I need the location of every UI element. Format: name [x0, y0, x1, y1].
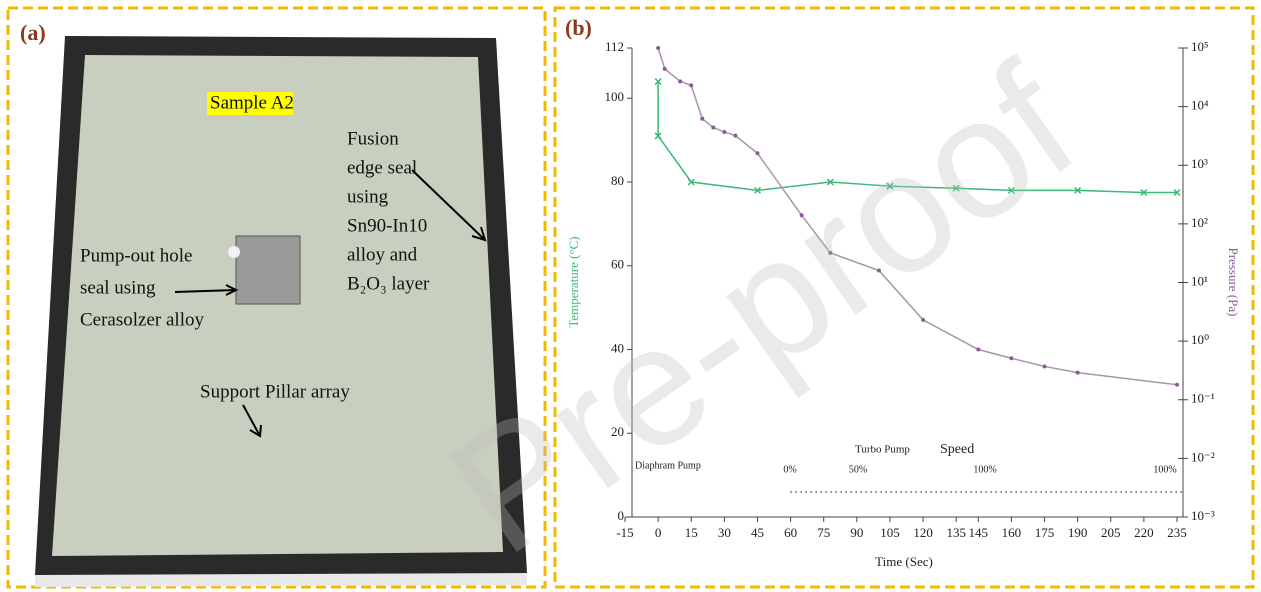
x-tick-label: 90	[850, 525, 863, 540]
y-tick-label: 112	[605, 39, 624, 54]
figure: (a) Sample A2 Fusion edge seal using Sn90-I…	[0, 0, 1261, 592]
y2-tick-label: 10⁰	[1191, 332, 1209, 347]
point	[700, 117, 704, 121]
x-tick-label: 105	[880, 525, 900, 540]
point	[711, 126, 715, 130]
point	[755, 151, 759, 155]
y2-tick-label: 10²	[1191, 215, 1208, 230]
note-line: edge seal	[347, 157, 417, 178]
note-line: Pump-out hole	[80, 245, 192, 266]
point	[921, 318, 925, 322]
y2-tick-label: 10⁴	[1191, 98, 1209, 113]
x-tick-label: -15	[616, 525, 633, 540]
point	[663, 67, 667, 71]
x-tick-label: 175	[1035, 525, 1055, 540]
photo-glass	[52, 55, 503, 556]
x-tick-label: 145	[969, 525, 989, 540]
note-line: Sn90-In10	[347, 215, 427, 236]
note-line: seal using	[80, 277, 156, 298]
sample-label: Sample A2	[210, 92, 294, 113]
y2-tick-label: 10⁻³	[1191, 508, 1215, 523]
x-tick-label: 120	[913, 525, 933, 540]
x-tick-label: 0	[655, 525, 662, 540]
point	[678, 79, 682, 83]
note-line: alloy and	[347, 244, 418, 265]
watermark: Pre-proof	[418, 28, 1108, 591]
point	[1009, 356, 1013, 360]
speed-label: 100%	[1153, 464, 1176, 475]
point	[656, 46, 660, 50]
y2-tick-label: 10⁵	[1191, 39, 1209, 54]
y-tick-label: 80	[611, 173, 624, 188]
pillar-note: Support Pillar array	[200, 381, 350, 402]
point	[733, 134, 737, 138]
y-axis-title: Temperature (°C)	[566, 236, 581, 327]
x-tick-label: 75	[817, 525, 830, 540]
y2-tick-label: 10⁻¹	[1191, 391, 1215, 406]
x-tick-label: 30	[718, 525, 731, 540]
point	[689, 83, 693, 87]
annotation: Turbo Pump	[855, 444, 910, 456]
y-tick-label: 60	[611, 257, 624, 272]
x-tick-label: 15	[685, 525, 698, 540]
speed-label: 100%	[973, 464, 996, 475]
point	[722, 130, 726, 134]
photo-seal	[236, 236, 300, 304]
point	[976, 347, 980, 351]
x-tick-label: 205	[1101, 525, 1121, 540]
x-axis-title: Time (Sec)	[875, 554, 933, 569]
photo-base	[35, 573, 527, 587]
x-tick-label: 135	[946, 525, 966, 540]
y2-tick-label: 10¹	[1191, 273, 1208, 288]
note-line: Cerasolzer alloy	[80, 309, 204, 330]
point	[1175, 383, 1179, 387]
speed-label: 50%	[849, 464, 867, 475]
photo-hole	[228, 246, 240, 258]
x-tick-label: 160	[1002, 525, 1022, 540]
y-tick-label: 100	[605, 89, 625, 104]
panel-label: (a)	[20, 20, 46, 45]
x-tick-label: 45	[751, 525, 764, 540]
speed-label: 0%	[783, 464, 796, 475]
note-line: Fusion	[347, 128, 399, 149]
panel-label: (b)	[565, 15, 592, 40]
note-line: using	[347, 186, 389, 207]
note-line: B₂O₃ layer	[347, 273, 430, 294]
x-tick-label: 60	[784, 525, 797, 540]
y2-tick-label: 10⁻²	[1191, 449, 1215, 464]
point	[1076, 371, 1080, 375]
annotation: Speed	[940, 442, 974, 457]
y2-axis-title: Pressure (Pa)	[1226, 248, 1241, 317]
point	[1043, 364, 1047, 368]
x-tick-label: 190	[1068, 525, 1088, 540]
x-tick-label: 220	[1134, 525, 1154, 540]
x-tick-label: 235	[1167, 525, 1187, 540]
y2-tick-label: 10³	[1191, 156, 1208, 171]
